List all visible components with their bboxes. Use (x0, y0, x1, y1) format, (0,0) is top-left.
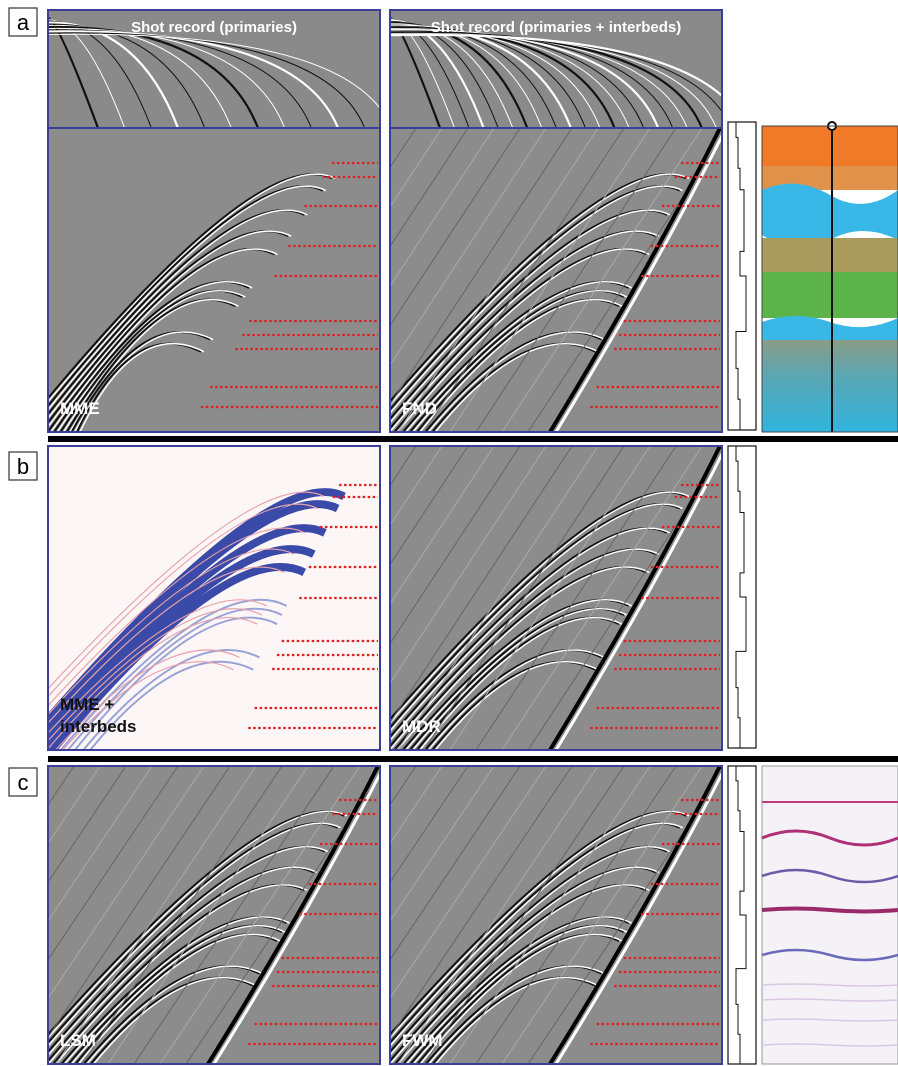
panel-label: MDR (402, 717, 441, 736)
separator (48, 756, 898, 762)
layer (762, 238, 898, 274)
panel-image (0, 446, 380, 790)
shot-title: Shot record (primaries) (131, 19, 297, 36)
panel-label: interbeds (60, 717, 137, 736)
panel-image (0, 128, 380, 472)
panel-label: MME + (60, 695, 114, 714)
row-label: b (17, 454, 29, 479)
separator (48, 436, 898, 442)
multiple (0, 766, 48, 1064)
panel-label: FWM (402, 1031, 443, 1050)
layer-deep (762, 340, 898, 432)
figure: a b c Shot record (primaries) Shot record (p… (0, 0, 898, 1066)
panel-label: LSM (60, 1031, 96, 1050)
panel-image (0, 766, 386, 1066)
panel-label: FND (402, 399, 437, 418)
panel-label: MME (60, 399, 100, 418)
layer-wave (762, 316, 898, 342)
shot-title: Shot record (primaries + interbeds) (431, 19, 681, 36)
row-label: c (18, 770, 29, 795)
layer (762, 272, 898, 318)
page: {"rows": [ {"label": "a", "panels": [ {"… (0, 0, 898, 1066)
row-label: a (17, 10, 30, 35)
